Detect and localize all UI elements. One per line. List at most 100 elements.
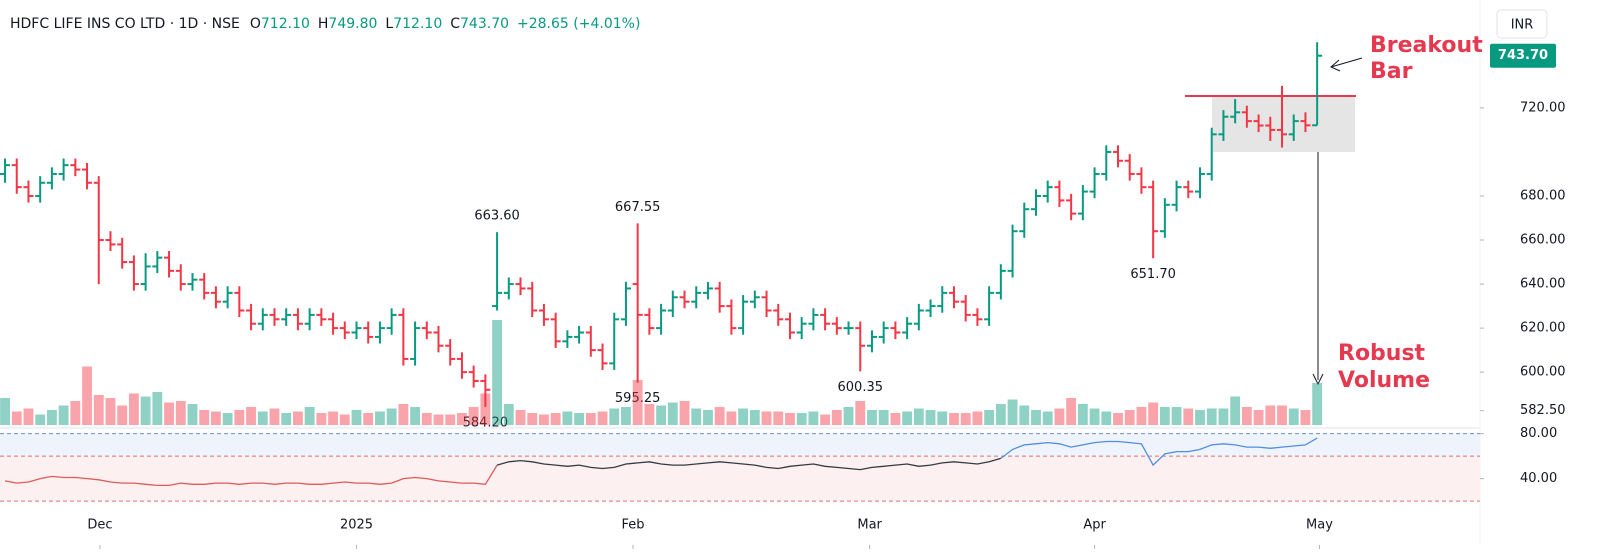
indicator-line: [4, 464, 498, 487]
volume-bar: [890, 413, 901, 425]
volume-bar: [293, 411, 303, 425]
volume-bar: [714, 407, 725, 425]
volume-bar: [937, 411, 948, 425]
y-tick-label: 660.00: [1520, 233, 1566, 248]
volume-bar: [796, 413, 807, 425]
volume-bar: [1148, 402, 1159, 425]
volume-bar: [164, 402, 174, 425]
price-label: 667.55: [615, 200, 661, 215]
volume-bar: [1136, 407, 1147, 425]
volume-bar: [644, 404, 655, 425]
x-tick-label: Dec: [87, 518, 112, 533]
volume-bar: [609, 408, 620, 425]
volume-bar: [492, 320, 503, 425]
x-tick-label: Feb: [621, 518, 644, 533]
y-tick-label: 620.00: [1520, 321, 1566, 336]
volume-bar: [210, 411, 221, 425]
consolidation-box: [1212, 97, 1355, 152]
volume-bar: [175, 401, 186, 425]
volume-bar: [457, 413, 467, 425]
volume-bar: [1042, 411, 1053, 425]
volume-bar: [93, 395, 104, 425]
volume-bar: [128, 393, 139, 425]
price-label: 595.25: [615, 391, 661, 406]
volume-bar: [1019, 405, 1030, 425]
volume-bar: [281, 413, 292, 425]
quote-key: C: [450, 16, 460, 32]
volume-bar: [58, 405, 69, 425]
callout-text: Volume: [1338, 368, 1430, 393]
pointer-head: [1312, 373, 1324, 386]
indicator-line: [496, 457, 1001, 471]
volume-bar: [386, 408, 397, 425]
volume-bar: [1206, 408, 1217, 425]
volume-bar: [1265, 405, 1276, 425]
volume-bar: [902, 411, 913, 425]
breakout-arrow: [1330, 57, 1363, 72]
volume-bar: [257, 411, 268, 425]
currency-box[interactable]: [1496, 9, 1548, 39]
volume-bar: [11, 411, 22, 425]
y-tick-label: 600.00: [1520, 365, 1566, 380]
volume-bar: [773, 411, 784, 425]
volume-bar: [1124, 410, 1135, 425]
volume-bar: [1007, 399, 1018, 425]
quote-key: O: [250, 16, 261, 32]
volume-bar: [679, 401, 690, 425]
volume-bar: [1288, 408, 1299, 425]
volume-bar: [433, 414, 444, 425]
volume-bar: [152, 392, 163, 425]
y-tick-label: 40.00: [1520, 471, 1557, 486]
volume-bar: [375, 411, 385, 425]
volume-bar: [1230, 396, 1241, 425]
quote-value: 749.80: [328, 16, 377, 32]
volume-bar: [421, 413, 432, 425]
volume-bar: [339, 414, 350, 425]
volume-bar: [867, 410, 877, 425]
price-label: 651.70: [1130, 267, 1176, 282]
last-price-tag: [1490, 43, 1556, 68]
callout-text: Robust: [1338, 341, 1426, 366]
volume-bar: [246, 407, 256, 425]
volume-bar: [0, 398, 10, 425]
volume-bar: [269, 408, 280, 425]
indicator-line: [1000, 437, 1318, 467]
volume-bar: [1277, 405, 1287, 425]
quote-value: 712.10: [393, 16, 442, 32]
y-tick-label: 80.00: [1520, 426, 1557, 441]
volume-bar: [351, 410, 362, 425]
volume-bar: [1113, 413, 1123, 425]
volume-bar: [1089, 408, 1100, 425]
volume-bar: [316, 413, 327, 425]
price-label: 584.20: [463, 415, 509, 430]
volume-bar: [820, 414, 831, 425]
callout-text: Bar: [1370, 59, 1413, 84]
indicator-band: [0, 433, 1480, 457]
volume-bar: [503, 404, 514, 425]
volume-bar: [222, 413, 233, 425]
volume-bar: [46, 410, 57, 425]
volume-bar: [539, 414, 549, 425]
volume-bar: [468, 407, 479, 425]
volume-bar: [597, 411, 608, 425]
volume-bar: [363, 413, 374, 425]
last-price-label: 743.70: [1498, 48, 1548, 63]
x-tick-label: May: [1306, 518, 1333, 533]
volume-bar: [995, 404, 1006, 425]
volume-bar: [738, 408, 749, 425]
volume-bar: [574, 413, 585, 425]
volume-bar: [749, 410, 760, 425]
volume-bar: [70, 401, 81, 425]
volume-bar: [1312, 383, 1323, 425]
volume-bar: [785, 413, 795, 425]
volume-bar: [35, 414, 46, 425]
volume-bar: [831, 410, 842, 425]
volume-bar: [878, 410, 889, 425]
volume-bar: [550, 413, 561, 425]
x-tick-label: Mar: [857, 518, 882, 533]
volume-bar: [855, 401, 866, 425]
volume-bar: [82, 366, 92, 425]
quote-value: 743.70: [460, 16, 509, 32]
volume-bar: [445, 414, 456, 425]
volume-bar: [398, 404, 409, 425]
